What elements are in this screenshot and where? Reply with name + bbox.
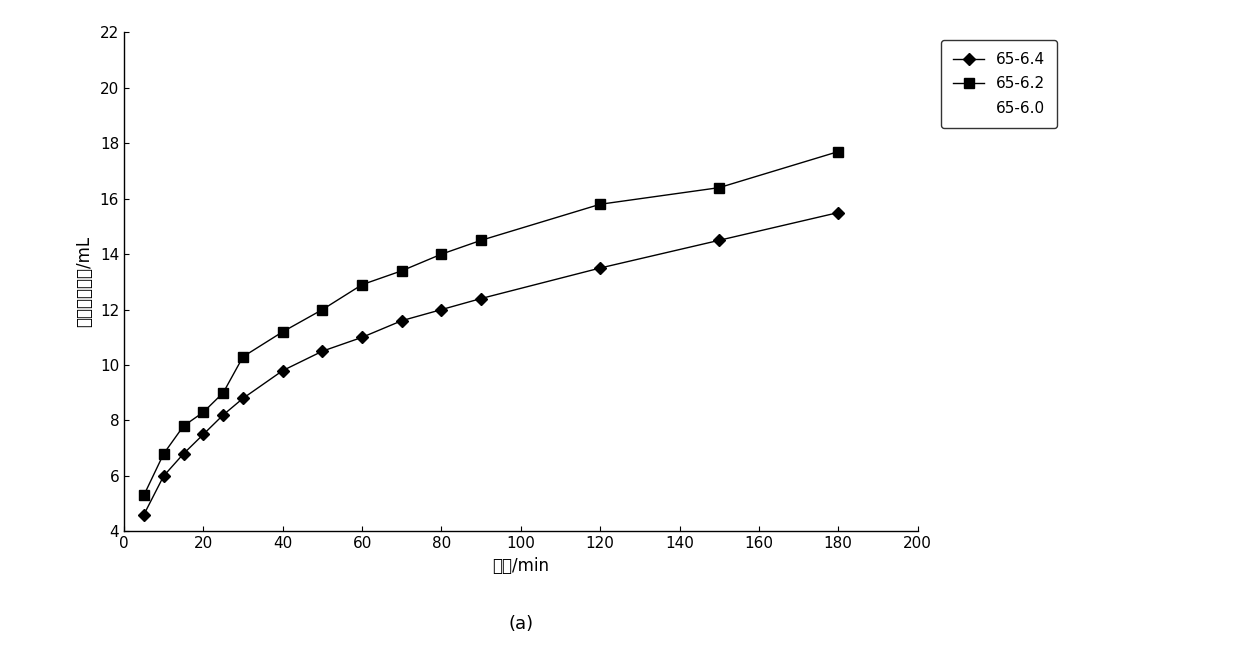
Line: 65-6.4: 65-6.4 [140,209,842,519]
65-6.2 [196,408,211,416]
65-6.4 [236,395,250,402]
65-6.2 [216,389,231,397]
65-6.2 [712,184,727,192]
65-6.4 [394,317,409,325]
65-6.4 [136,511,151,518]
65-6.4 [315,347,330,355]
65-6.2 [136,491,151,499]
65-6.4 [176,450,191,457]
Line: 65-6.2: 65-6.2 [139,146,843,500]
65-6.2 [236,353,250,361]
65-6.4 [156,472,171,480]
65-6.2 [593,200,608,208]
65-6.4 [275,367,290,375]
65-6.4 [712,237,727,244]
65-6.2 [474,237,489,244]
X-axis label: 时间/min: 时间/min [492,557,549,575]
Y-axis label: 乳清析出体积/mL: 乳清析出体积/mL [74,237,93,327]
65-6.4 [434,306,449,314]
65-6.4 [196,430,211,438]
65-6.2 [176,422,191,430]
65-6.2 [275,328,290,336]
65-6.2 [315,306,330,314]
Legend: 65-6.4, 65-6.2, 65-6.0: 65-6.4, 65-6.2, 65-6.0 [941,40,1058,128]
65-6.4 [355,334,370,341]
65-6.4 [216,411,231,419]
65-6.2 [394,267,409,275]
65-6.2 [434,250,449,258]
65-6.2 [831,148,846,156]
65-6.4 [593,264,608,272]
Text: (a): (a) [508,614,533,632]
65-6.2 [156,450,171,457]
65-6.2 [355,281,370,288]
65-6.4 [831,209,846,216]
65-6.4 [474,295,489,303]
